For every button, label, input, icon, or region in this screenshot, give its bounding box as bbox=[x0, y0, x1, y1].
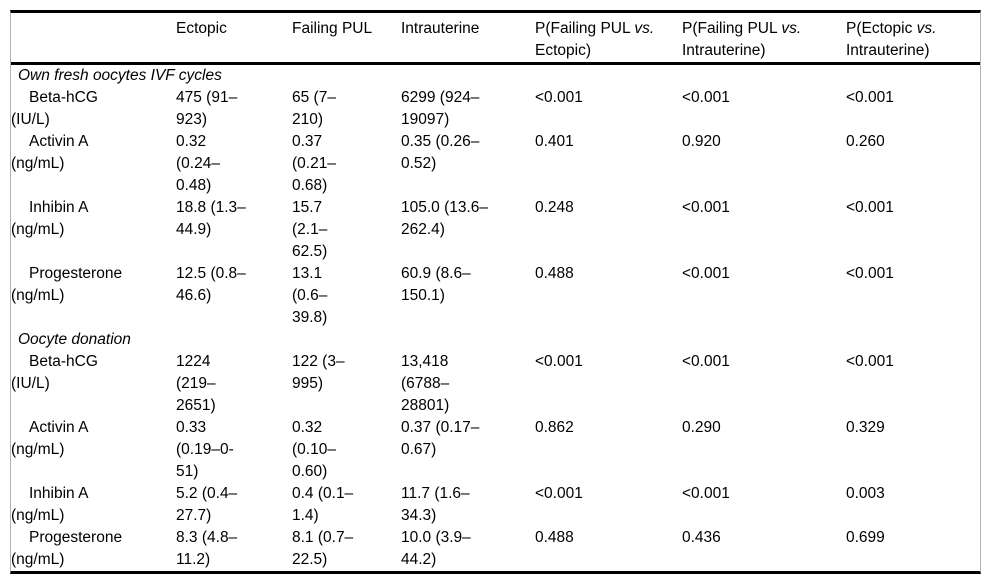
column-header-label: Failing PUL bbox=[292, 20, 373, 37]
column-header-line2: Intrauterine) bbox=[682, 42, 766, 59]
value-cell-failing-pul: 13.1 (0.6– 39.8) bbox=[292, 265, 328, 326]
p-value-cell-failing-vs-ectopic: <0.001 bbox=[535, 89, 583, 106]
value-cell-failing-pul: 65 (7– 210) bbox=[292, 89, 336, 128]
value-cell-intrauterine: 10.0 (3.9– 44.2) bbox=[401, 529, 471, 568]
column-header-label: Ectopic bbox=[176, 20, 227, 37]
p-value-cell-failing-vs-intrauterine: <0.001 bbox=[682, 89, 730, 106]
value-cell-ectopic: 0.33 (0.19–0- 51) bbox=[176, 419, 234, 480]
p-value-cell-failing-vs-ectopic: <0.001 bbox=[535, 353, 583, 370]
section-title-oocyte-donation: Oocyte donation bbox=[18, 331, 131, 348]
value-cell-intrauterine: 11.7 (1.6– 34.3) bbox=[401, 485, 470, 524]
value-cell-ectopic: 12.5 (0.8– 46.6) bbox=[176, 265, 246, 304]
column-header-line2: Intrauterine) bbox=[846, 42, 930, 59]
p-value-cell-ectopic-vs-intrauterine: <0.001 bbox=[846, 89, 894, 106]
value-cell-failing-pul: 0.37 (0.21– 0.68) bbox=[292, 133, 336, 194]
row-label: Progesterone (ng/mL) bbox=[11, 265, 123, 304]
value-cell-failing-pul: 0.4 (0.1– 1.4) bbox=[292, 485, 354, 524]
p-value-cell-ectopic-vs-intrauterine: 0.003 bbox=[846, 485, 885, 502]
table-row-progesterone: Progesterone (ng/mL) 8.3 (4.8– 11.2) 8.1… bbox=[11, 527, 980, 571]
value-cell-intrauterine: 0.35 (0.26– 0.52) bbox=[401, 133, 480, 172]
value-cell-intrauterine: 60.9 (8.6– 150.1) bbox=[401, 265, 471, 304]
p-value-cell-failing-vs-ectopic: 0.248 bbox=[535, 199, 574, 216]
column-header-italic: vs. bbox=[781, 20, 802, 37]
row-label: Activin A (ng/mL) bbox=[11, 419, 89, 458]
p-value-cell-failing-vs-intrauterine: <0.001 bbox=[682, 485, 730, 502]
p-value-cell-failing-vs-ectopic: <0.001 bbox=[535, 485, 583, 502]
table-row-beta-hcg: Beta-hCG (IU/L) 1224 (219– 2651) 122 (3–… bbox=[11, 351, 980, 417]
column-header-italic: vs. bbox=[916, 20, 937, 37]
column-header-ectopic: Ectopic bbox=[176, 18, 292, 62]
row-label: Progesterone (ng/mL) bbox=[11, 529, 123, 568]
p-value-cell-ectopic-vs-intrauterine: <0.001 bbox=[846, 199, 894, 216]
p-value-cell-failing-vs-ectopic: 0.862 bbox=[535, 419, 574, 436]
row-label: Beta-hCG (IU/L) bbox=[11, 353, 98, 392]
value-cell-ectopic: 475 (91– 923) bbox=[176, 89, 238, 128]
row-label: Inhibin A (ng/mL) bbox=[11, 199, 89, 238]
value-cell-failing-pul: 122 (3– 995) bbox=[292, 353, 345, 392]
value-cell-intrauterine: 6299 (924– 19097) bbox=[401, 89, 480, 128]
value-cell-failing-pul: 15.7 (2.1– 62.5) bbox=[292, 199, 328, 260]
table-header-row: Ectopic Failing PUL Intrauterine P(Faili… bbox=[11, 13, 980, 65]
column-header-failing-pul: Failing PUL bbox=[292, 18, 401, 62]
column-header-intrauterine: Intrauterine bbox=[401, 18, 535, 62]
value-cell-failing-pul: 0.32 (0.10– 0.60) bbox=[292, 419, 336, 480]
row-label: Inhibin A (ng/mL) bbox=[11, 485, 89, 524]
value-cell-intrauterine: 105.0 (13.6– 262.4) bbox=[401, 199, 489, 238]
value-cell-ectopic: 0.32 (0.24– 0.48) bbox=[176, 133, 220, 194]
column-header-label: P(Failing PUL bbox=[535, 20, 635, 37]
p-value-cell-failing-vs-intrauterine: 0.436 bbox=[682, 529, 721, 546]
p-value-cell-failing-vs-ectopic: 0.401 bbox=[535, 133, 574, 150]
table-body: Own fresh oocytes IVF cycles Beta-hCG (I… bbox=[11, 65, 980, 571]
results-table: Ectopic Failing PUL Intrauterine P(Faili… bbox=[10, 10, 981, 574]
table-row-inhibin-a: Inhibin A (ng/mL) 5.2 (0.4– 27.7) 0.4 (0… bbox=[11, 483, 980, 527]
table-row-beta-hcg: Beta-hCG (IU/L) 475 (91– 923) 65 (7– 210… bbox=[11, 87, 980, 131]
row-label: Activin A (ng/mL) bbox=[11, 133, 89, 172]
value-cell-intrauterine: 0.37 (0.17– 0.67) bbox=[401, 419, 480, 458]
p-value-cell-failing-vs-intrauterine: 0.920 bbox=[682, 133, 721, 150]
p-value-cell-ectopic-vs-intrauterine: <0.001 bbox=[846, 353, 894, 370]
p-value-cell-ectopic-vs-intrauterine: <0.001 bbox=[846, 265, 894, 282]
p-value-cell-failing-vs-intrauterine: 0.290 bbox=[682, 419, 721, 436]
column-header-label: P(Ectopic bbox=[846, 20, 917, 37]
column-header-line2: Ectopic) bbox=[535, 42, 591, 59]
column-header-p-failing-vs-intrauterine: P(Failing PUL vs. Intrauterine) bbox=[682, 18, 846, 62]
column-header-label: P(Failing PUL bbox=[682, 20, 782, 37]
column-header-p-ectopic-vs-intrauterine: P(Ectopic vs. Intrauterine) bbox=[846, 18, 980, 62]
value-cell-ectopic: 1224 (219– 2651) bbox=[176, 353, 216, 414]
table-row-progesterone: Progesterone (ng/mL) 12.5 (0.8– 46.6) 13… bbox=[11, 263, 980, 329]
value-cell-ectopic: 8.3 (4.8– 11.2) bbox=[176, 529, 238, 568]
section-title-own-fresh-oocytes: Own fresh oocytes IVF cycles bbox=[18, 67, 222, 84]
column-header-p-failing-vs-ectopic: P(Failing PUL vs. Ectopic) bbox=[535, 18, 682, 62]
column-header-italic: vs. bbox=[634, 20, 655, 37]
value-cell-ectopic: 5.2 (0.4– 27.7) bbox=[176, 485, 238, 524]
value-cell-ectopic: 18.8 (1.3– 44.9) bbox=[176, 199, 246, 238]
p-value-cell-failing-vs-ectopic: 0.488 bbox=[535, 265, 574, 282]
value-cell-intrauterine: 13,418 (6788– 28801) bbox=[401, 353, 450, 414]
p-value-cell-failing-vs-ectopic: 0.488 bbox=[535, 529, 574, 546]
row-label: Beta-hCG (IU/L) bbox=[11, 89, 98, 128]
p-value-cell-ectopic-vs-intrauterine: 0.699 bbox=[846, 529, 885, 546]
p-value-cell-failing-vs-intrauterine: <0.001 bbox=[682, 353, 730, 370]
column-header-label: Intrauterine bbox=[401, 20, 480, 37]
table-row-activin-a: Activin A (ng/mL) 0.32 (0.24– 0.48) 0.37… bbox=[11, 131, 980, 197]
value-cell-failing-pul: 8.1 (0.7– 22.5) bbox=[292, 529, 354, 568]
p-value-cell-ectopic-vs-intrauterine: 0.260 bbox=[846, 133, 885, 150]
table-row-inhibin-a: Inhibin A (ng/mL) 18.8 (1.3– 44.9) 15.7 … bbox=[11, 197, 980, 263]
p-value-cell-ectopic-vs-intrauterine: 0.329 bbox=[846, 419, 885, 436]
p-value-cell-failing-vs-intrauterine: <0.001 bbox=[682, 199, 730, 216]
column-header-empty bbox=[11, 18, 176, 62]
table-row-activin-a: Activin A (ng/mL) 0.33 (0.19–0- 51) 0.32… bbox=[11, 417, 980, 483]
p-value-cell-failing-vs-intrauterine: <0.001 bbox=[682, 265, 730, 282]
